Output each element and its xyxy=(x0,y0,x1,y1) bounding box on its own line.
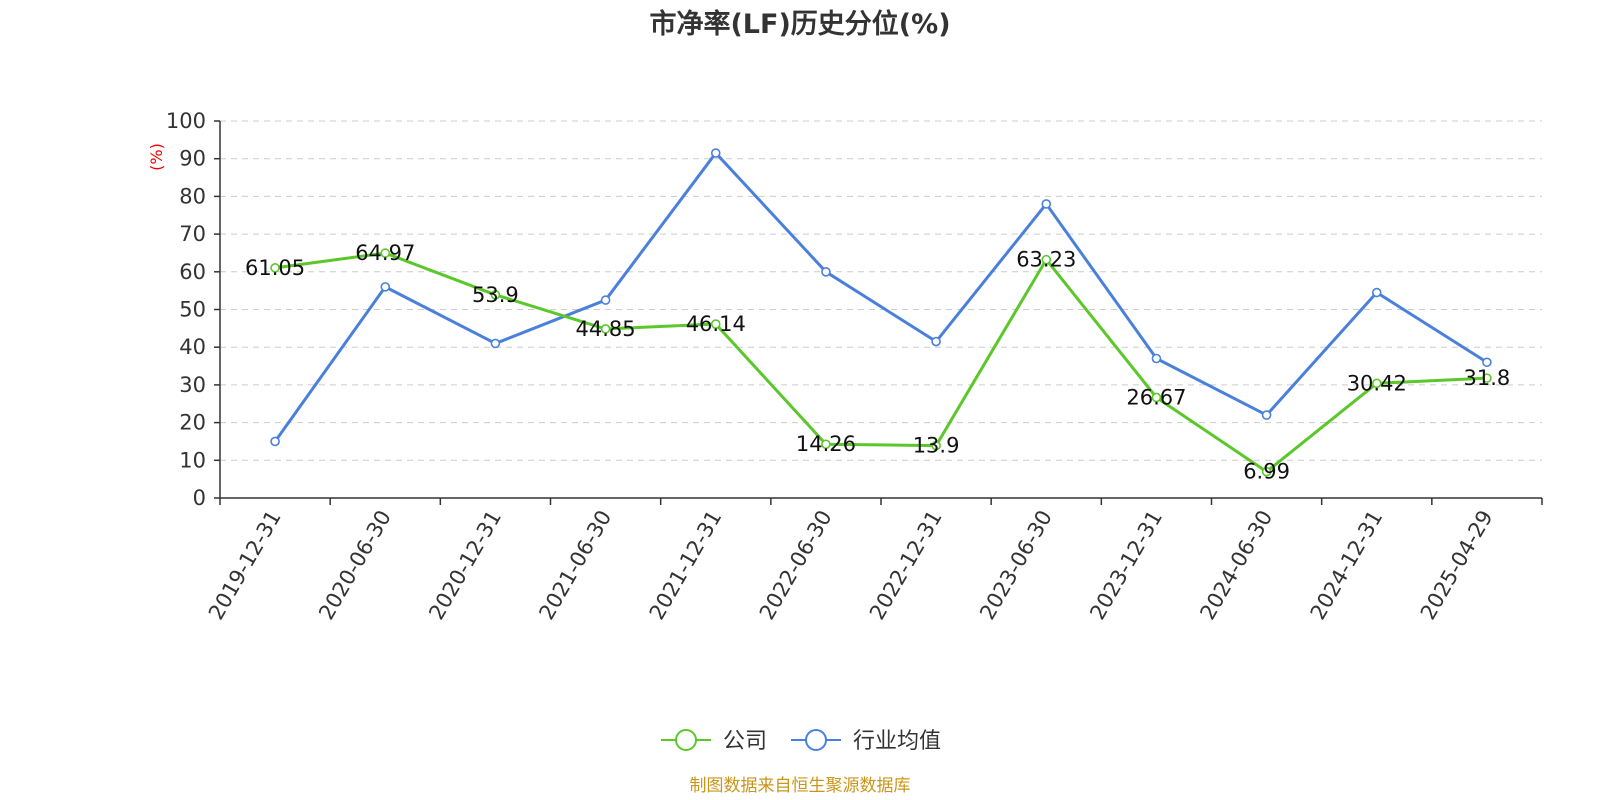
data-label: 14.26 xyxy=(796,432,856,456)
y-tick-label: 100 xyxy=(166,109,206,133)
data-point xyxy=(1041,199,1052,209)
legend-marker xyxy=(675,729,697,751)
data-point xyxy=(931,336,941,347)
y-tick-label: 60 xyxy=(179,260,206,284)
data-point xyxy=(1261,466,1272,477)
y-tick-label: 0 xyxy=(193,486,206,510)
data-label: 6.99 xyxy=(1243,460,1290,484)
data-point xyxy=(1482,373,1492,383)
y-tick-label: 10 xyxy=(179,448,206,472)
data-point xyxy=(600,324,611,334)
data-label: 64.97 xyxy=(355,241,415,265)
data-point xyxy=(710,319,721,329)
x-tick-label: 2022-12-31 xyxy=(865,506,947,624)
data-point xyxy=(1371,287,1382,298)
data-label: 30.42 xyxy=(1347,371,1407,395)
data-point xyxy=(1371,378,1382,389)
x-tick-label: 2023-06-30 xyxy=(975,506,1057,624)
x-tick-label: 2020-12-31 xyxy=(424,506,506,624)
series-lines xyxy=(270,148,1492,477)
x-tick-label: 2022-06-30 xyxy=(755,506,837,624)
data-point xyxy=(270,263,280,273)
series-line xyxy=(274,251,1487,474)
x-tick-label: 2020-06-30 xyxy=(314,506,396,624)
series-line xyxy=(273,151,1488,443)
data-label: 61.05 xyxy=(245,256,305,280)
data-point xyxy=(710,148,721,158)
data-point xyxy=(821,439,831,450)
x-tick-label: 2024-06-30 xyxy=(1195,506,1277,624)
data-point xyxy=(380,248,391,258)
data-point xyxy=(490,289,501,300)
y-tick-label: 20 xyxy=(179,411,206,435)
y-tick-label: 50 xyxy=(179,298,206,322)
x-tick-label: 2019-12-31 xyxy=(204,506,286,624)
data-point xyxy=(931,440,941,451)
data-point xyxy=(270,436,280,447)
data-point xyxy=(1151,353,1162,364)
x-tick-label: 2024-12-31 xyxy=(1306,506,1388,624)
y-tick-label: 70 xyxy=(179,222,206,246)
x-tick-label: 2021-12-31 xyxy=(645,506,727,624)
data-label: 31.8 xyxy=(1464,366,1511,390)
chart-title: 市净率(LF)历史分位(%) xyxy=(649,8,950,40)
x-tick-label: 2023-12-31 xyxy=(1085,506,1167,624)
y-tick-label: 90 xyxy=(179,147,206,171)
data-label: 44.85 xyxy=(576,317,636,341)
legend-label: 行业均值 xyxy=(853,729,941,754)
legend-label: 公司 xyxy=(723,729,767,754)
legend-marker xyxy=(805,729,827,751)
y-tick-label: 30 xyxy=(179,373,206,397)
y-tick-label: 40 xyxy=(179,335,206,359)
data-label: 53.9 xyxy=(472,283,519,307)
source-note: 制图数据来自恒生聚源数据库 xyxy=(690,776,911,796)
data-point xyxy=(1261,410,1272,420)
axes: 0 10 20 30 40 50 60 70 80 90 100 2019-12-31 2020-06-… xyxy=(166,109,1543,624)
data-point xyxy=(1151,392,1162,403)
data-label: 26.67 xyxy=(1126,385,1186,409)
data-label: 63.23 xyxy=(1016,248,1076,272)
y-tick-label: 80 xyxy=(179,184,206,208)
y-axis-unit-label: (%) xyxy=(147,143,166,171)
data-labels: 61.05 64.97 53.9 44.85 46.14 14.26 13.9 63.23 26… xyxy=(245,241,1510,484)
data-point xyxy=(600,295,611,305)
legend: 公司 行业均值 xyxy=(661,729,941,754)
data-point xyxy=(1041,254,1052,265)
data-point xyxy=(380,282,391,292)
data-point xyxy=(821,266,831,277)
x-tick-label: 2025-04-29 xyxy=(1416,506,1498,624)
data-point xyxy=(490,338,501,349)
x-tick-label: 2021-06-30 xyxy=(534,506,616,624)
data-point xyxy=(1482,357,1492,368)
data-label: 46.14 xyxy=(686,312,746,336)
data-label: 13.9 xyxy=(913,434,960,458)
grid-lines xyxy=(220,120,1542,461)
